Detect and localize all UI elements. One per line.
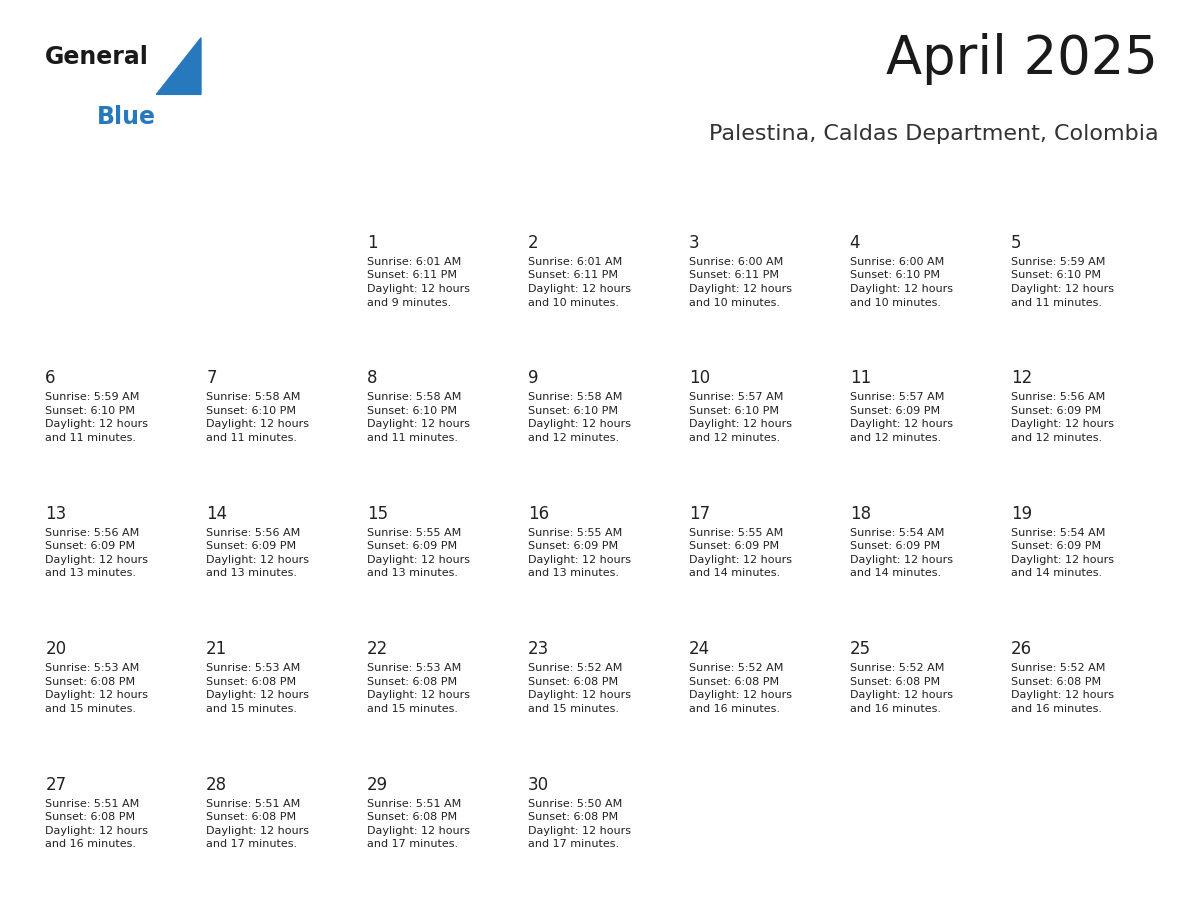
Text: Sunrise: 5:55 AM
Sunset: 6:09 PM
Daylight: 12 hours
and 14 minutes.: Sunrise: 5:55 AM Sunset: 6:09 PM Dayligh… bbox=[689, 528, 792, 578]
Text: 2: 2 bbox=[527, 234, 538, 252]
Text: Sunrise: 5:56 AM
Sunset: 6:09 PM
Daylight: 12 hours
and 12 minutes.: Sunrise: 5:56 AM Sunset: 6:09 PM Dayligh… bbox=[1011, 392, 1113, 443]
Text: Sunrise: 5:59 AM
Sunset: 6:10 PM
Daylight: 12 hours
and 11 minutes.: Sunrise: 5:59 AM Sunset: 6:10 PM Dayligh… bbox=[1011, 257, 1113, 308]
Text: 25: 25 bbox=[849, 640, 871, 658]
Text: 8: 8 bbox=[367, 369, 378, 387]
Text: 7: 7 bbox=[207, 369, 216, 387]
Text: 6: 6 bbox=[45, 369, 56, 387]
Text: Sunrise: 6:00 AM
Sunset: 6:10 PM
Daylight: 12 hours
and 10 minutes.: Sunrise: 6:00 AM Sunset: 6:10 PM Dayligh… bbox=[849, 257, 953, 308]
Text: Sunrise: 5:56 AM
Sunset: 6:09 PM
Daylight: 12 hours
and 13 minutes.: Sunrise: 5:56 AM Sunset: 6:09 PM Dayligh… bbox=[207, 528, 309, 578]
Text: 15: 15 bbox=[367, 505, 388, 522]
Text: Friday: Friday bbox=[849, 190, 896, 206]
Text: 3: 3 bbox=[689, 234, 700, 252]
Text: 26: 26 bbox=[1011, 640, 1031, 658]
Text: 13: 13 bbox=[45, 505, 67, 522]
Text: Sunrise: 5:51 AM
Sunset: 6:08 PM
Daylight: 12 hours
and 17 minutes.: Sunrise: 5:51 AM Sunset: 6:08 PM Dayligh… bbox=[367, 799, 470, 849]
Text: 23: 23 bbox=[527, 640, 549, 658]
Text: Thursday: Thursday bbox=[689, 190, 760, 206]
Text: Tuesday: Tuesday bbox=[367, 190, 429, 206]
Text: Wednesday: Wednesday bbox=[527, 190, 617, 206]
Text: April 2025: April 2025 bbox=[886, 32, 1158, 84]
Text: 17: 17 bbox=[689, 505, 710, 522]
Text: Sunrise: 5:56 AM
Sunset: 6:09 PM
Daylight: 12 hours
and 13 minutes.: Sunrise: 5:56 AM Sunset: 6:09 PM Dayligh… bbox=[45, 528, 148, 578]
Text: 19: 19 bbox=[1011, 505, 1031, 522]
Text: Sunrise: 6:01 AM
Sunset: 6:11 PM
Daylight: 12 hours
and 9 minutes.: Sunrise: 6:01 AM Sunset: 6:11 PM Dayligh… bbox=[367, 257, 470, 308]
Text: 14: 14 bbox=[207, 505, 227, 522]
Text: Sunrise: 5:52 AM
Sunset: 6:08 PM
Daylight: 12 hours
and 16 minutes.: Sunrise: 5:52 AM Sunset: 6:08 PM Dayligh… bbox=[1011, 663, 1113, 714]
Text: Sunday: Sunday bbox=[45, 190, 102, 206]
Polygon shape bbox=[157, 38, 201, 95]
Text: 11: 11 bbox=[849, 369, 871, 387]
Text: Sunrise: 5:55 AM
Sunset: 6:09 PM
Daylight: 12 hours
and 13 minutes.: Sunrise: 5:55 AM Sunset: 6:09 PM Dayligh… bbox=[367, 528, 470, 578]
Text: 27: 27 bbox=[45, 776, 67, 793]
Text: Sunrise: 5:54 AM
Sunset: 6:09 PM
Daylight: 12 hours
and 14 minutes.: Sunrise: 5:54 AM Sunset: 6:09 PM Dayligh… bbox=[1011, 528, 1113, 578]
Text: 5: 5 bbox=[1011, 234, 1022, 252]
Text: Sunrise: 5:51 AM
Sunset: 6:08 PM
Daylight: 12 hours
and 17 minutes.: Sunrise: 5:51 AM Sunset: 6:08 PM Dayligh… bbox=[207, 799, 309, 849]
Text: 18: 18 bbox=[849, 505, 871, 522]
Text: 21: 21 bbox=[207, 640, 227, 658]
Text: Saturday: Saturday bbox=[1011, 190, 1080, 206]
Text: 22: 22 bbox=[367, 640, 388, 658]
Text: 30: 30 bbox=[527, 776, 549, 793]
Text: Sunrise: 5:53 AM
Sunset: 6:08 PM
Daylight: 12 hours
and 15 minutes.: Sunrise: 5:53 AM Sunset: 6:08 PM Dayligh… bbox=[45, 663, 148, 714]
Text: Sunrise: 5:58 AM
Sunset: 6:10 PM
Daylight: 12 hours
and 11 minutes.: Sunrise: 5:58 AM Sunset: 6:10 PM Dayligh… bbox=[207, 392, 309, 443]
Text: Sunrise: 5:51 AM
Sunset: 6:08 PM
Daylight: 12 hours
and 16 minutes.: Sunrise: 5:51 AM Sunset: 6:08 PM Dayligh… bbox=[45, 799, 148, 849]
Text: Sunrise: 6:00 AM
Sunset: 6:11 PM
Daylight: 12 hours
and 10 minutes.: Sunrise: 6:00 AM Sunset: 6:11 PM Dayligh… bbox=[689, 257, 792, 308]
Text: Sunrise: 5:53 AM
Sunset: 6:08 PM
Daylight: 12 hours
and 15 minutes.: Sunrise: 5:53 AM Sunset: 6:08 PM Dayligh… bbox=[207, 663, 309, 714]
Text: Sunrise: 5:52 AM
Sunset: 6:08 PM
Daylight: 12 hours
and 15 minutes.: Sunrise: 5:52 AM Sunset: 6:08 PM Dayligh… bbox=[527, 663, 631, 714]
Text: Sunrise: 5:57 AM
Sunset: 6:09 PM
Daylight: 12 hours
and 12 minutes.: Sunrise: 5:57 AM Sunset: 6:09 PM Dayligh… bbox=[849, 392, 953, 443]
Text: 4: 4 bbox=[849, 234, 860, 252]
Text: Sunrise: 5:58 AM
Sunset: 6:10 PM
Daylight: 12 hours
and 11 minutes.: Sunrise: 5:58 AM Sunset: 6:10 PM Dayligh… bbox=[367, 392, 470, 443]
Text: Sunrise: 6:01 AM
Sunset: 6:11 PM
Daylight: 12 hours
and 10 minutes.: Sunrise: 6:01 AM Sunset: 6:11 PM Dayligh… bbox=[527, 257, 631, 308]
Text: 16: 16 bbox=[527, 505, 549, 522]
Text: Palestina, Caldas Department, Colombia: Palestina, Caldas Department, Colombia bbox=[709, 124, 1158, 144]
Text: Sunrise: 5:52 AM
Sunset: 6:08 PM
Daylight: 12 hours
and 16 minutes.: Sunrise: 5:52 AM Sunset: 6:08 PM Dayligh… bbox=[849, 663, 953, 714]
Text: 12: 12 bbox=[1011, 369, 1032, 387]
Text: Monday: Monday bbox=[207, 190, 266, 206]
Text: Blue: Blue bbox=[96, 105, 156, 129]
Text: Sunrise: 5:55 AM
Sunset: 6:09 PM
Daylight: 12 hours
and 13 minutes.: Sunrise: 5:55 AM Sunset: 6:09 PM Dayligh… bbox=[527, 528, 631, 578]
Text: 29: 29 bbox=[367, 776, 388, 793]
Text: Sunrise: 5:52 AM
Sunset: 6:08 PM
Daylight: 12 hours
and 16 minutes.: Sunrise: 5:52 AM Sunset: 6:08 PM Dayligh… bbox=[689, 663, 792, 714]
Text: Sunrise: 5:57 AM
Sunset: 6:10 PM
Daylight: 12 hours
and 12 minutes.: Sunrise: 5:57 AM Sunset: 6:10 PM Dayligh… bbox=[689, 392, 792, 443]
Text: Sunrise: 5:58 AM
Sunset: 6:10 PM
Daylight: 12 hours
and 12 minutes.: Sunrise: 5:58 AM Sunset: 6:10 PM Dayligh… bbox=[527, 392, 631, 443]
Text: Sunrise: 5:54 AM
Sunset: 6:09 PM
Daylight: 12 hours
and 14 minutes.: Sunrise: 5:54 AM Sunset: 6:09 PM Dayligh… bbox=[849, 528, 953, 578]
Text: 9: 9 bbox=[527, 369, 538, 387]
Text: Sunrise: 5:59 AM
Sunset: 6:10 PM
Daylight: 12 hours
and 11 minutes.: Sunrise: 5:59 AM Sunset: 6:10 PM Dayligh… bbox=[45, 392, 148, 443]
Text: 28: 28 bbox=[207, 776, 227, 793]
Text: General: General bbox=[45, 45, 148, 69]
Text: 1: 1 bbox=[367, 234, 378, 252]
Text: Sunrise: 5:53 AM
Sunset: 6:08 PM
Daylight: 12 hours
and 15 minutes.: Sunrise: 5:53 AM Sunset: 6:08 PM Dayligh… bbox=[367, 663, 470, 714]
Text: 20: 20 bbox=[45, 640, 67, 658]
Text: 24: 24 bbox=[689, 640, 710, 658]
Text: 10: 10 bbox=[689, 369, 710, 387]
Text: Sunrise: 5:50 AM
Sunset: 6:08 PM
Daylight: 12 hours
and 17 minutes.: Sunrise: 5:50 AM Sunset: 6:08 PM Dayligh… bbox=[527, 799, 631, 849]
